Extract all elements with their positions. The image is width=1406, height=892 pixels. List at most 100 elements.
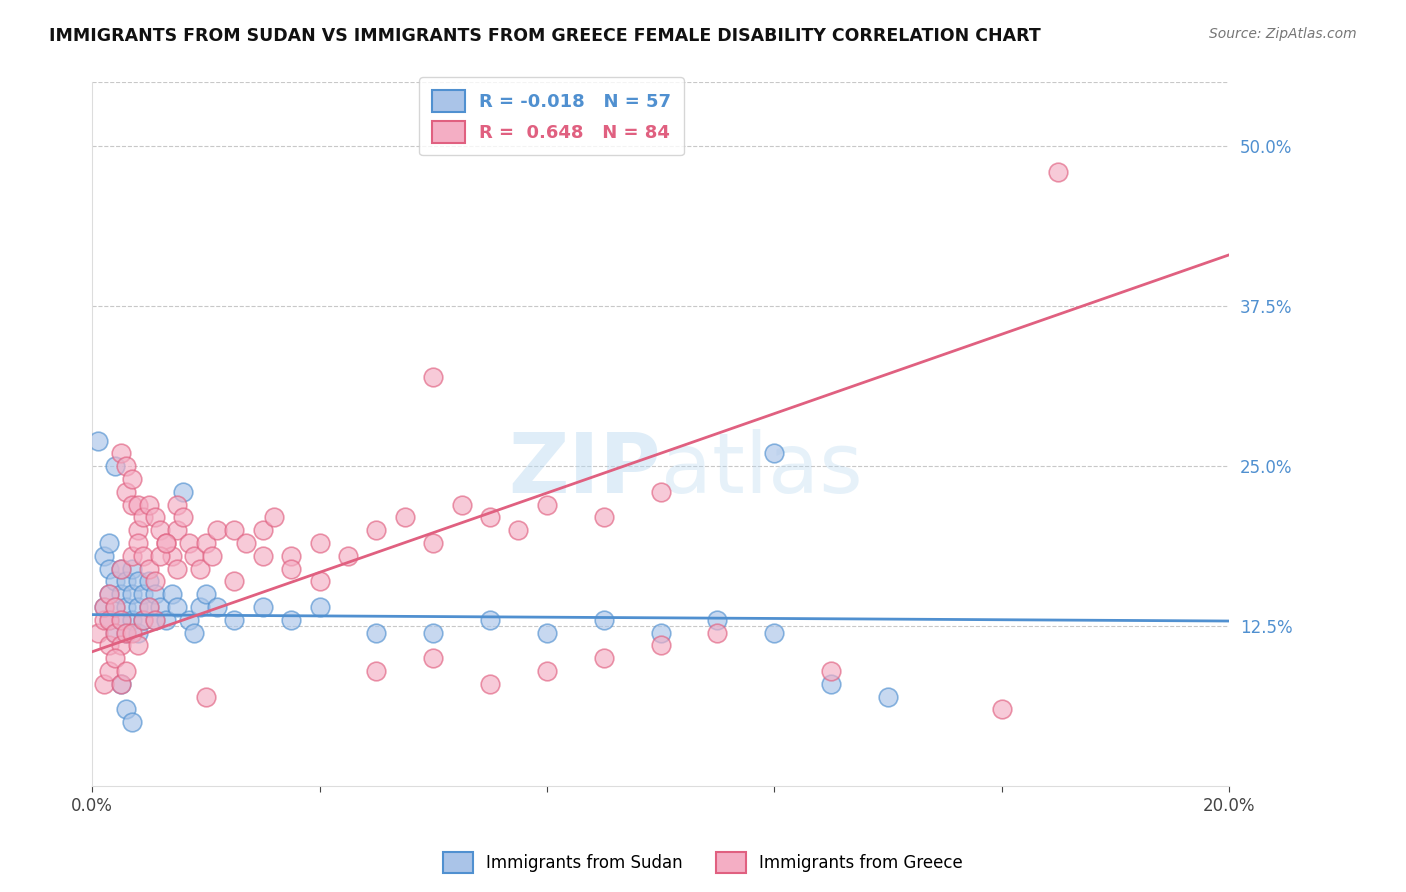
Point <box>820 664 842 678</box>
Point <box>149 523 172 537</box>
Point <box>121 613 143 627</box>
Point <box>98 664 121 678</box>
Point <box>149 599 172 614</box>
Point <box>990 702 1012 716</box>
Point <box>763 446 786 460</box>
Point <box>132 613 155 627</box>
Point <box>110 446 132 460</box>
Point <box>172 510 194 524</box>
Point <box>450 498 472 512</box>
Point <box>93 677 115 691</box>
Point <box>104 625 127 640</box>
Point <box>138 561 160 575</box>
Point <box>121 472 143 486</box>
Point <box>155 536 177 550</box>
Point <box>188 599 211 614</box>
Point <box>763 625 786 640</box>
Point <box>166 523 188 537</box>
Point <box>422 625 444 640</box>
Text: atlas: atlas <box>661 429 862 510</box>
Legend: R = -0.018   N = 57, R =  0.648   N = 84: R = -0.018 N = 57, R = 0.648 N = 84 <box>419 77 683 155</box>
Text: ZIP: ZIP <box>508 429 661 510</box>
Point <box>166 561 188 575</box>
Point <box>115 625 138 640</box>
Point <box>98 613 121 627</box>
Point <box>166 599 188 614</box>
Point <box>132 510 155 524</box>
Point <box>479 510 502 524</box>
Point <box>132 549 155 563</box>
Point <box>422 651 444 665</box>
Point <box>98 536 121 550</box>
Point <box>366 523 388 537</box>
Point <box>110 613 132 627</box>
Point <box>115 484 138 499</box>
Point <box>876 690 898 704</box>
Point <box>115 702 138 716</box>
Point <box>280 549 302 563</box>
Point <box>706 613 728 627</box>
Point <box>110 561 132 575</box>
Point <box>536 625 558 640</box>
Point <box>422 369 444 384</box>
Point <box>104 599 127 614</box>
Point <box>104 651 127 665</box>
Point <box>115 664 138 678</box>
Point <box>422 536 444 550</box>
Point <box>252 599 274 614</box>
Point <box>143 510 166 524</box>
Point <box>183 625 205 640</box>
Point <box>650 484 672 499</box>
Point <box>143 574 166 589</box>
Point <box>194 587 217 601</box>
Point <box>394 510 416 524</box>
Point <box>110 677 132 691</box>
Point <box>200 549 222 563</box>
Point <box>93 599 115 614</box>
Point <box>110 677 132 691</box>
Point <box>104 574 127 589</box>
Point <box>138 574 160 589</box>
Point <box>98 638 121 652</box>
Point <box>149 549 172 563</box>
Point <box>592 651 614 665</box>
Point <box>308 536 330 550</box>
Point <box>177 613 200 627</box>
Point <box>121 498 143 512</box>
Point <box>592 510 614 524</box>
Point <box>127 498 149 512</box>
Legend: Immigrants from Sudan, Immigrants from Greece: Immigrants from Sudan, Immigrants from G… <box>436 846 970 880</box>
Point <box>104 625 127 640</box>
Point <box>115 574 138 589</box>
Point <box>172 484 194 499</box>
Point <box>592 613 614 627</box>
Point <box>224 613 246 627</box>
Point <box>252 523 274 537</box>
Point <box>104 599 127 614</box>
Point <box>155 613 177 627</box>
Point <box>479 613 502 627</box>
Point <box>121 561 143 575</box>
Point <box>98 587 121 601</box>
Point <box>93 613 115 627</box>
Point <box>706 625 728 640</box>
Point <box>138 599 160 614</box>
Point <box>115 625 138 640</box>
Point <box>308 574 330 589</box>
Point <box>93 599 115 614</box>
Point <box>127 638 149 652</box>
Point <box>115 599 138 614</box>
Point <box>110 587 132 601</box>
Point <box>1047 165 1070 179</box>
Point <box>98 613 121 627</box>
Text: IMMIGRANTS FROM SUDAN VS IMMIGRANTS FROM GREECE FEMALE DISABILITY CORRELATION CH: IMMIGRANTS FROM SUDAN VS IMMIGRANTS FROM… <box>49 27 1040 45</box>
Point <box>110 561 132 575</box>
Point <box>87 434 110 448</box>
Point <box>194 690 217 704</box>
Point <box>155 536 177 550</box>
Point <box>110 613 132 627</box>
Point <box>508 523 530 537</box>
Point <box>263 510 285 524</box>
Point <box>280 561 302 575</box>
Point <box>650 638 672 652</box>
